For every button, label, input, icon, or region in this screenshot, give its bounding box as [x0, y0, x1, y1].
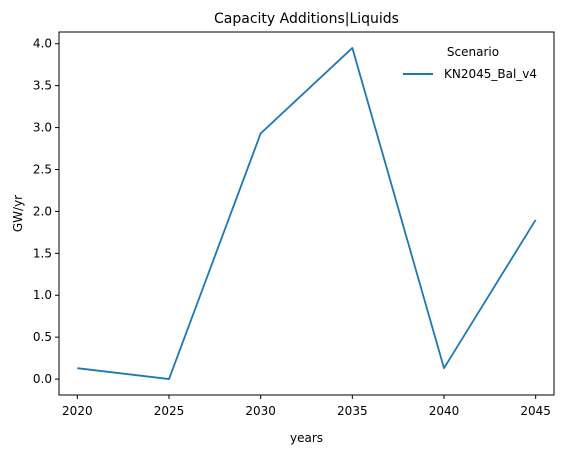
legend-label-kn2045-bal-v4: KN2045_Bal_v4	[444, 67, 537, 81]
legend: Scenario KN2045_Bal_v4	[403, 45, 537, 81]
series-line-kn2045-bal-v4	[77, 47, 537, 380]
y-tick-label: 4.0	[33, 37, 52, 51]
y-tick-label: 2.0	[33, 204, 52, 218]
legend-title: Scenario	[447, 45, 499, 59]
x-tick-label: 2025	[154, 404, 185, 418]
y-tick-label: 0.0	[33, 372, 52, 386]
x-tick-label: 2020	[62, 404, 93, 418]
x-tick-label: 2045	[520, 404, 551, 418]
chart-title: Capacity Additions|Liquids	[214, 11, 399, 27]
x-axis-label: years	[290, 431, 323, 445]
y-tick-label: 3.0	[33, 121, 52, 135]
x-tick-label: 2035	[337, 404, 368, 418]
x-axis-ticks: 2020 2025 2030 2035 2040 2045	[62, 395, 551, 418]
series-layer	[77, 47, 537, 380]
y-tick-label: 1.0	[33, 288, 52, 302]
y-tick-label: 0.5	[33, 330, 52, 344]
x-tick-label: 2040	[429, 404, 460, 418]
y-tick-label: 1.5	[33, 246, 52, 260]
y-axis-label: GW/yr	[11, 195, 25, 232]
x-tick-label: 2030	[245, 404, 276, 418]
y-tick-label: 3.5	[33, 79, 52, 93]
plot-frame	[58, 31, 555, 396]
y-axis-ticks: 0.0 0.5 1.0 1.5 2.0 2.5 3.0 3.5 4.0	[33, 37, 59, 386]
y-tick-label: 2.5	[33, 162, 52, 176]
